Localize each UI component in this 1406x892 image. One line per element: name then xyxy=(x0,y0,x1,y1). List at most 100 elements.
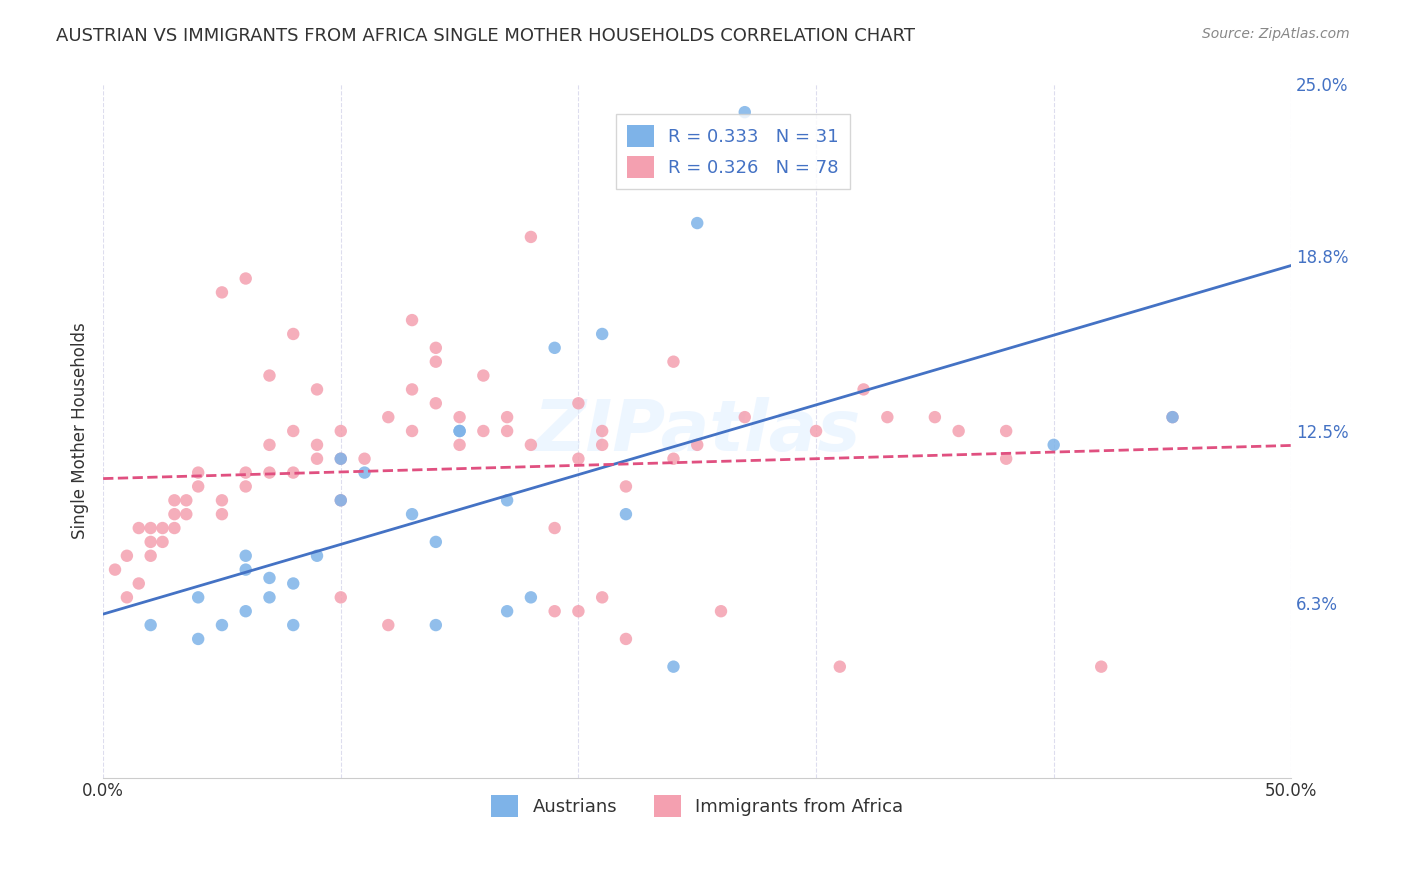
Point xyxy=(543,341,565,355)
Point xyxy=(305,438,328,452)
Point xyxy=(496,424,519,438)
Point xyxy=(425,396,447,410)
Point xyxy=(353,466,375,480)
Point xyxy=(235,604,257,618)
Point xyxy=(283,618,305,632)
Point xyxy=(425,341,447,355)
Point xyxy=(115,549,138,563)
Point xyxy=(163,507,186,521)
Point xyxy=(425,354,447,368)
Point xyxy=(259,571,281,585)
Point xyxy=(139,618,162,632)
Point xyxy=(591,326,613,341)
Point xyxy=(115,591,138,605)
Point xyxy=(104,563,127,577)
Point xyxy=(543,604,565,618)
Point xyxy=(163,521,186,535)
Point xyxy=(734,410,756,425)
Point xyxy=(662,451,685,466)
Point xyxy=(496,410,519,425)
Point xyxy=(591,438,613,452)
Point xyxy=(710,604,733,618)
Point xyxy=(472,368,495,383)
Point xyxy=(128,576,150,591)
Point xyxy=(353,451,375,466)
Point xyxy=(543,521,565,535)
Text: Source: ZipAtlas.com: Source: ZipAtlas.com xyxy=(1202,27,1350,41)
Point xyxy=(329,451,352,466)
Point xyxy=(283,424,305,438)
Point xyxy=(329,451,352,466)
Point xyxy=(449,410,471,425)
Point xyxy=(377,410,399,425)
Point xyxy=(235,479,257,493)
Point xyxy=(187,591,209,605)
Point xyxy=(211,618,233,632)
Point xyxy=(876,410,898,425)
Y-axis label: Single Mother Households: Single Mother Households xyxy=(72,323,89,540)
Point xyxy=(1161,410,1184,425)
Point xyxy=(567,604,589,618)
Point xyxy=(211,493,233,508)
Point xyxy=(614,479,637,493)
Point xyxy=(686,438,709,452)
Point xyxy=(1090,659,1112,673)
Point xyxy=(176,507,198,521)
Point xyxy=(187,632,209,646)
Point xyxy=(152,535,174,549)
Point xyxy=(235,466,257,480)
Point xyxy=(305,383,328,397)
Point xyxy=(449,424,471,438)
Point xyxy=(520,230,543,244)
Point xyxy=(401,313,423,327)
Point xyxy=(235,549,257,563)
Point xyxy=(662,354,685,368)
Point xyxy=(852,383,875,397)
Point xyxy=(139,535,162,549)
Point xyxy=(804,424,827,438)
Point xyxy=(283,466,305,480)
Point xyxy=(948,424,970,438)
Point xyxy=(329,493,352,508)
Point xyxy=(686,216,709,230)
Point xyxy=(567,396,589,410)
Point xyxy=(305,549,328,563)
Point xyxy=(520,438,543,452)
Point xyxy=(924,410,946,425)
Point xyxy=(472,424,495,438)
Point xyxy=(591,424,613,438)
Point xyxy=(425,618,447,632)
Point xyxy=(734,105,756,120)
Point xyxy=(211,285,233,300)
Point xyxy=(305,451,328,466)
Legend: Austrians, Immigrants from Africa: Austrians, Immigrants from Africa xyxy=(484,788,911,824)
Point xyxy=(283,576,305,591)
Point xyxy=(401,424,423,438)
Point xyxy=(139,549,162,563)
Point xyxy=(828,659,851,673)
Point xyxy=(1161,410,1184,425)
Point xyxy=(995,451,1018,466)
Point xyxy=(591,591,613,605)
Point xyxy=(329,493,352,508)
Point xyxy=(235,563,257,577)
Point xyxy=(449,438,471,452)
Point xyxy=(567,451,589,466)
Point xyxy=(377,618,399,632)
Point xyxy=(211,507,233,521)
Point xyxy=(401,507,423,521)
Point xyxy=(259,438,281,452)
Point xyxy=(662,659,685,673)
Point xyxy=(152,521,174,535)
Point xyxy=(520,591,543,605)
Text: AUSTRIAN VS IMMIGRANTS FROM AFRICA SINGLE MOTHER HOUSEHOLDS CORRELATION CHART: AUSTRIAN VS IMMIGRANTS FROM AFRICA SINGL… xyxy=(56,27,915,45)
Point xyxy=(496,604,519,618)
Point xyxy=(128,521,150,535)
Point xyxy=(995,424,1018,438)
Point xyxy=(614,507,637,521)
Point xyxy=(187,466,209,480)
Point xyxy=(259,591,281,605)
Point xyxy=(614,632,637,646)
Point xyxy=(425,535,447,549)
Point xyxy=(283,326,305,341)
